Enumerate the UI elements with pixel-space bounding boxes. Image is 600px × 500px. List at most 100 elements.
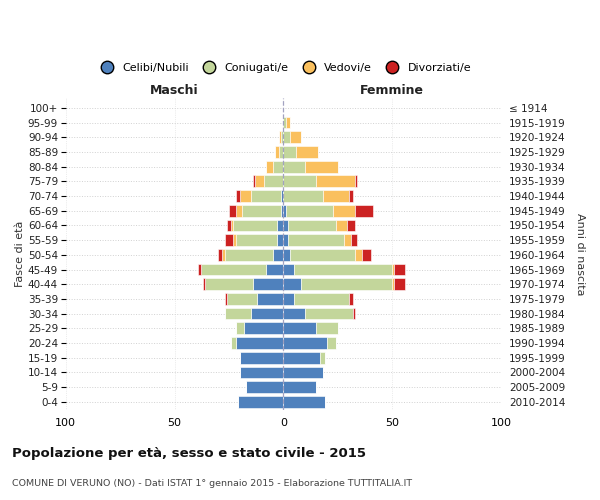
Bar	[281, 132, 283, 143]
Legend: Celibi/Nubili, Coniugati/e, Vedovi/e, Divorziati/e: Celibi/Nubili, Coniugati/e, Vedovi/e, Di…	[94, 60, 473, 74]
Bar	[283, 220, 288, 232]
Bar	[224, 234, 233, 246]
Bar	[283, 381, 316, 393]
Text: COMUNE DI VERUNO (NO) - Dati ISTAT 1° gennaio 2015 - Elaborazione TUTTITALIA.IT: COMUNE DI VERUNO (NO) - Dati ISTAT 1° ge…	[12, 479, 412, 488]
Bar	[264, 176, 283, 187]
Bar	[224, 293, 227, 305]
Bar	[286, 205, 334, 216]
Bar	[355, 176, 358, 187]
Bar	[279, 132, 281, 143]
Bar	[327, 337, 335, 349]
Bar	[236, 337, 283, 349]
Bar	[349, 293, 353, 305]
Bar	[272, 249, 283, 260]
Bar	[283, 116, 286, 128]
Y-axis label: Fasce di età: Fasce di età	[15, 221, 25, 288]
Bar	[231, 220, 233, 232]
Bar	[227, 293, 257, 305]
Y-axis label: Anni di nascita: Anni di nascita	[575, 213, 585, 296]
Bar	[334, 205, 355, 216]
Bar	[392, 278, 394, 290]
Bar	[257, 293, 283, 305]
Bar	[223, 249, 224, 260]
Bar	[296, 146, 318, 158]
Bar	[283, 308, 305, 320]
Bar	[283, 161, 305, 172]
Bar	[301, 278, 392, 290]
Bar	[283, 205, 286, 216]
Bar	[288, 220, 335, 232]
Bar	[279, 146, 283, 158]
Bar	[283, 293, 295, 305]
Bar	[355, 249, 362, 260]
Bar	[283, 264, 295, 276]
Text: Maschi: Maschi	[150, 84, 199, 98]
Bar	[392, 264, 394, 276]
Bar	[233, 234, 236, 246]
Bar	[316, 176, 355, 187]
Bar	[203, 278, 205, 290]
Bar	[233, 220, 277, 232]
Bar	[281, 190, 283, 202]
Bar	[277, 220, 283, 232]
Bar	[283, 132, 290, 143]
Text: Femmine: Femmine	[360, 84, 424, 98]
Bar	[295, 264, 392, 276]
Bar	[247, 381, 283, 393]
Bar	[283, 278, 301, 290]
Bar	[236, 205, 242, 216]
Bar	[394, 264, 406, 276]
Bar	[251, 308, 283, 320]
Bar	[283, 366, 323, 378]
Bar	[320, 352, 325, 364]
Bar	[283, 337, 327, 349]
Bar	[231, 337, 236, 349]
Bar	[295, 293, 349, 305]
Bar	[323, 190, 349, 202]
Bar	[288, 234, 344, 246]
Bar	[281, 205, 283, 216]
Bar	[362, 249, 371, 260]
Bar	[253, 278, 283, 290]
Bar	[335, 220, 347, 232]
Bar	[349, 190, 353, 202]
Bar	[353, 308, 355, 320]
Bar	[351, 234, 358, 246]
Bar	[283, 234, 288, 246]
Bar	[200, 264, 266, 276]
Bar	[218, 249, 223, 260]
Bar	[236, 234, 277, 246]
Bar	[286, 116, 290, 128]
Bar	[266, 264, 283, 276]
Text: Popolazione per età, sesso e stato civile - 2015: Popolazione per età, sesso e stato civil…	[12, 448, 366, 460]
Bar	[283, 146, 296, 158]
Bar	[227, 220, 231, 232]
Bar	[275, 146, 279, 158]
Bar	[242, 205, 281, 216]
Bar	[283, 396, 325, 407]
Bar	[236, 322, 244, 334]
Bar	[240, 366, 283, 378]
Bar	[240, 352, 283, 364]
Bar	[283, 322, 316, 334]
Bar	[355, 205, 373, 216]
Bar	[236, 190, 240, 202]
Bar	[283, 352, 320, 364]
Bar	[224, 308, 251, 320]
Bar	[240, 190, 251, 202]
Bar	[244, 322, 283, 334]
Bar	[305, 308, 353, 320]
Bar	[199, 264, 200, 276]
Bar	[394, 278, 406, 290]
Bar	[255, 176, 264, 187]
Bar	[316, 322, 338, 334]
Bar	[290, 132, 301, 143]
Bar	[277, 234, 283, 246]
Bar	[238, 396, 283, 407]
Bar	[253, 176, 255, 187]
Bar	[283, 249, 290, 260]
Bar	[347, 220, 355, 232]
Bar	[305, 161, 338, 172]
Bar	[290, 249, 355, 260]
Bar	[344, 234, 351, 246]
